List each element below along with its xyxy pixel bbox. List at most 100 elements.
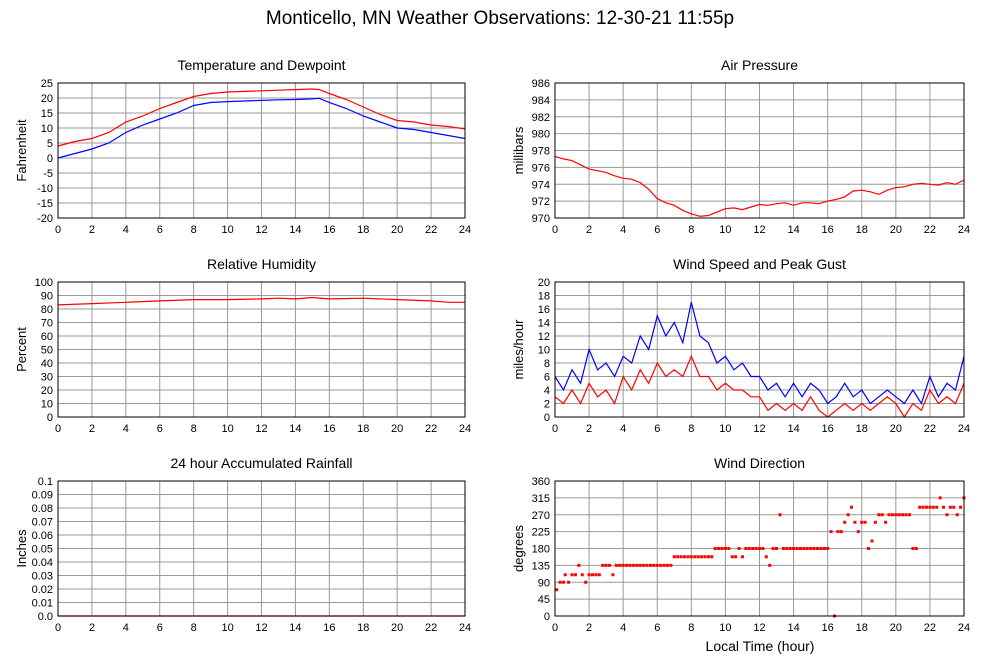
data-point	[625, 563, 629, 567]
y-tick-label: 984	[532, 95, 550, 107]
data-point	[798, 547, 802, 550]
data-point	[567, 580, 571, 584]
y-tick-label: 0.0	[38, 611, 53, 623]
x-tick-label: 6	[654, 622, 660, 634]
data-point	[580, 573, 584, 577]
data-point	[730, 555, 734, 559]
y-tick-label: 100	[35, 277, 53, 289]
x-tick-label: 4	[123, 423, 129, 435]
y-tick-label: 360	[532, 476, 550, 488]
x-tick-label: 18	[856, 622, 868, 634]
x-tick-label: 14	[289, 224, 301, 236]
y-tick-label: 40	[41, 358, 53, 370]
data-point	[740, 555, 744, 559]
y-axis-label: millibars	[511, 126, 526, 174]
data-point	[562, 580, 566, 584]
x-tick-label: 2	[586, 622, 592, 634]
x-tick-label: 14	[787, 224, 799, 236]
x-tick-label: 14	[289, 622, 301, 634]
data-point	[836, 530, 840, 534]
data-point	[921, 505, 925, 509]
x-tick-label: 8	[688, 423, 694, 435]
data-point	[809, 547, 813, 550]
y-tick-label: 25	[41, 78, 53, 90]
series-line-2	[554, 354, 965, 419]
y-tick-label: 45	[538, 594, 550, 606]
y-tick-label: 0	[47, 412, 53, 424]
y-tick-label: 20	[538, 277, 550, 289]
data-point	[918, 505, 922, 509]
y-tick-label: 10	[41, 399, 53, 411]
plot-frame	[57, 82, 466, 219]
data-point	[853, 520, 857, 524]
y-tick-label: 6	[544, 372, 550, 384]
x-axis-label: Local Time (hour)	[706, 638, 815, 654]
x-tick-label: 10	[221, 423, 233, 435]
data-point	[618, 563, 622, 567]
data-point	[594, 573, 598, 577]
y-tick-label: 50	[41, 345, 53, 357]
series-line-1	[57, 296, 465, 306]
y-tick-label: 0.04	[32, 557, 53, 569]
data-point	[706, 555, 710, 559]
data-point	[693, 555, 697, 559]
y-tick-label: 0.06	[32, 530, 53, 542]
data-point	[829, 530, 833, 534]
data-point	[850, 505, 854, 509]
x-tick-label: 20	[890, 423, 902, 435]
y-tick-label: 2	[544, 399, 550, 411]
data-point	[590, 573, 594, 577]
data-point	[873, 520, 877, 524]
chart-title: Wind Speed and Peak Gust	[673, 256, 846, 272]
x-tick-label: 18	[856, 423, 868, 435]
y-tick-label: 5	[47, 138, 53, 150]
data-point	[717, 547, 721, 550]
y-tick-label: 14	[538, 318, 550, 330]
data-point	[642, 563, 646, 567]
data-point	[768, 563, 772, 567]
data-point	[959, 505, 963, 509]
y-tick-label: 0.05	[32, 544, 53, 556]
y-tick-label: -5	[43, 168, 53, 180]
y-tick-label: 970	[532, 213, 550, 225]
x-tick-label: 24	[958, 423, 970, 435]
series-line-1	[57, 88, 466, 147]
x-tick-label: 18	[357, 622, 369, 634]
data-point	[870, 539, 874, 543]
y-tick-label: 90	[538, 577, 550, 589]
data-point	[880, 513, 884, 517]
data-point	[672, 555, 676, 559]
series-line-1	[554, 302, 965, 405]
y-tick-label: 80	[41, 304, 53, 316]
x-tick-label: 12	[753, 622, 765, 634]
y-tick-label: 270	[532, 510, 550, 522]
chart-title: Wind Direction	[714, 455, 805, 471]
y-tick-label: 315	[532, 493, 550, 505]
data-point	[621, 563, 625, 567]
x-tick-label: 4	[123, 622, 129, 634]
x-tick-label: 6	[157, 622, 163, 634]
data-point	[631, 563, 635, 567]
x-tick-label: 6	[157, 423, 163, 435]
data-point	[788, 547, 792, 550]
y-axis-label: Inches	[14, 529, 29, 568]
data-point	[805, 547, 809, 550]
data-point	[948, 505, 952, 509]
y-tick-label: 135	[532, 560, 550, 572]
x-tick-label: 18	[856, 224, 868, 236]
y-tick-label: 12	[538, 331, 550, 343]
data-point	[659, 563, 663, 567]
data-point	[584, 580, 588, 584]
data-point	[843, 520, 847, 524]
data-point	[555, 588, 559, 592]
plot-frame	[57, 480, 466, 617]
data-point	[737, 547, 741, 550]
x-tick-label: 20	[391, 622, 403, 634]
page-title: Monticello, MN Weather Observations: 12-…	[265, 8, 735, 29]
y-tick-label: 0.02	[32, 584, 53, 596]
y-tick-label: 90	[41, 291, 53, 303]
data-point	[931, 505, 935, 509]
data-point	[822, 547, 826, 550]
